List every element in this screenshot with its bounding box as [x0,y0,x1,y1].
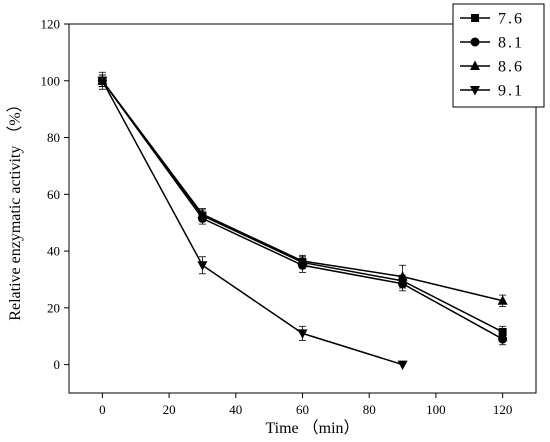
data-point [498,334,508,344]
data-point [297,255,308,266]
legend-item: 8.1 [460,35,524,52]
data-point [397,360,408,371]
legend-marker [470,86,480,96]
series-8.6 [97,74,508,307]
legend-label: 9.1 [498,83,524,100]
series-line [101,80,503,333]
series-layer [97,71,508,371]
x-tick-label: 60 [296,402,309,417]
legend-marker [471,14,479,22]
legend: 7.6 8.1 8.6 9.1 [452,3,545,108]
legend-item: 7.6 [460,11,524,28]
x-tick-label: 120 [493,402,513,417]
legend-marker [470,60,480,70]
data-point [97,76,108,87]
legend-label: 8.1 [498,35,524,52]
legend-item: 9.1 [460,83,524,100]
y-tick-label: 100 [41,73,61,88]
legend-label: 8.6 [498,59,524,76]
data-point [197,261,208,271]
legend-item: 8.6 [460,59,524,76]
y-tick-label: 80 [47,130,60,145]
data-point [197,208,208,219]
y-tick-label: 60 [47,187,60,202]
y-axis-label: Relative enzymatic activity （%） [6,96,24,320]
x-tick-label: 80 [363,402,376,417]
series-line [101,80,403,366]
x-tick-label: 0 [99,402,106,417]
y-tick-label: 120 [41,17,61,32]
data-point [297,329,308,339]
y-tick-label: 20 [47,300,60,315]
data-point [497,295,508,305]
series-7.6 [98,74,507,339]
x-tick-label: 20 [163,402,176,417]
legend-marker [470,37,480,47]
legend-label: 7.6 [498,11,524,28]
series-line [101,80,504,340]
series-9.1 [97,71,408,371]
data-point [498,327,507,336]
y-tick-label: 0 [54,357,61,372]
x-tick-label: 40 [229,402,242,417]
y-axis-ticks: 0 20 40 60 80 100 120 [41,17,69,372]
x-axis-ticks: 0 20 40 60 80 100 120 [99,393,512,417]
data-point [397,271,408,281]
y-tick-label: 40 [47,244,60,259]
x-tick-label: 100 [426,402,446,417]
series-8.1 [97,74,508,346]
x-axis-label: Time （min） [265,419,359,437]
